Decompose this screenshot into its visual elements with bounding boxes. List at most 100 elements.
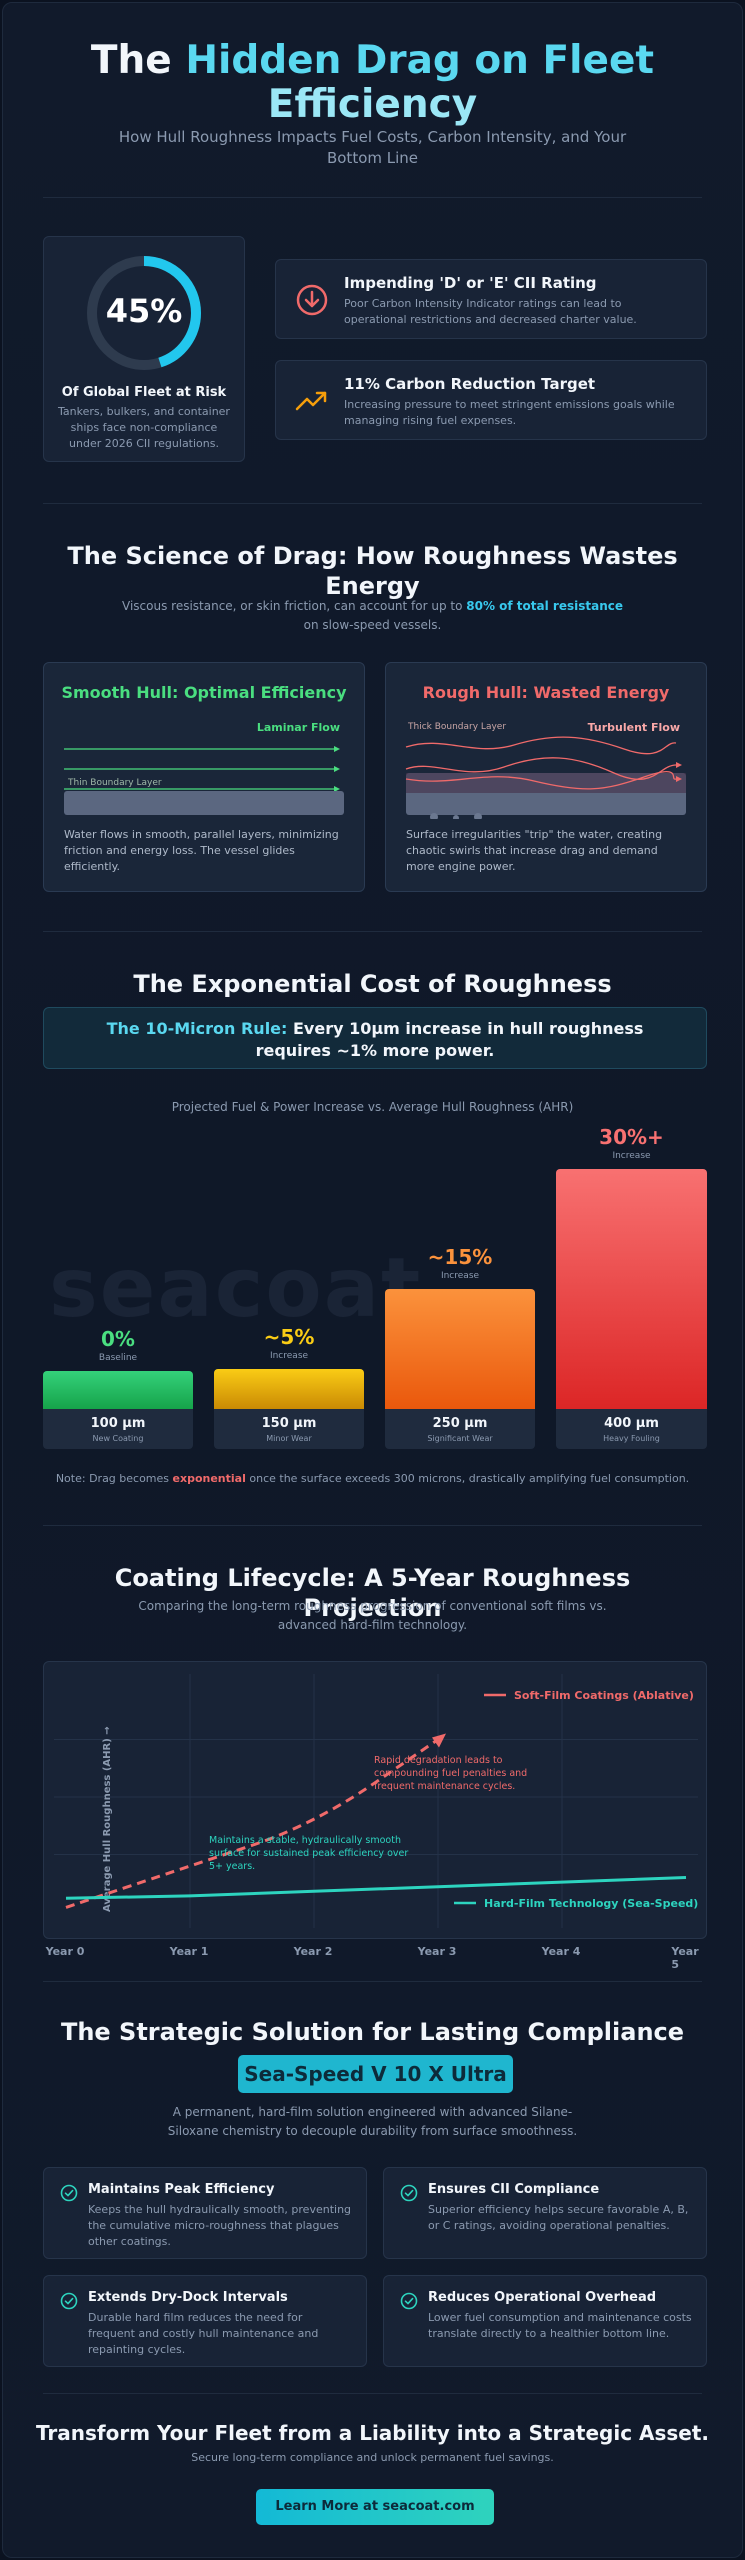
solution-title: The Strategic Solution for Lasting Compl…: [60, 2018, 685, 2046]
trend-up-icon: [295, 391, 327, 411]
roughness-projection-chart: Average Hull Roughness (AHR) → Soft-Film…: [54, 1674, 698, 1928]
bar-category-sublabel: New Coating: [92, 1434, 144, 1443]
x-tick-label: Year 0: [45, 1945, 85, 1958]
bar-value-sublabel: Baseline: [98, 1353, 138, 1363]
divider: [43, 931, 702, 932]
feature-card: Maintains Peak Efficiency Keeps the hull …: [43, 2167, 367, 2259]
legend-hard-film-label: Hard-Film Technology (Sea-Speed): [484, 1897, 698, 1910]
legend-soft-film-label: Soft-Film Coatings (Ablative): [514, 1689, 694, 1702]
note-highlight: exponential: [172, 1472, 246, 1485]
soft-film-series-line: [65, 1738, 439, 1909]
bar-category-foot: 400 μm Heavy Fouling: [556, 1409, 707, 1449]
solution-description: A permanent, hard-film solution engineer…: [167, 2105, 578, 2138]
x-tick-label: Year 1: [169, 1945, 209, 1958]
laminar-flow-diagram: Laminar Flow Thin Boundary Layer: [64, 721, 344, 815]
bar-category-label: 100 μm: [90, 1416, 146, 1431]
bar-value-sublabel: Increase: [612, 1151, 651, 1161]
turbulent-flow-label: Turbulent Flow: [588, 721, 680, 734]
check-circle-icon: [400, 2184, 418, 2202]
lifecycle-title: Coating Lifecycle: A 5-Year Roughness Pr…: [114, 1564, 631, 1622]
feature-title: Reduces Operational Overhead: [428, 2290, 657, 2305]
ring-fill: [87, 256, 201, 370]
bar-category-label: 400 μm: [604, 1416, 659, 1431]
feature-description: Durable hard film reduces the need for f…: [88, 2311, 319, 2356]
feature-card: Extends Dry-Dock Intervals Durable hard f…: [43, 2275, 367, 2367]
progress-ring: [87, 256, 201, 370]
x-axis-ticks: Year 0 Year 1 Year 2 Year 3 Year 4 Year 5: [43, 1945, 707, 1971]
stat-value: 45%: [105, 292, 183, 330]
hero-title-accent2: Efficiency: [267, 82, 478, 127]
divider: [43, 503, 702, 504]
check-circle-icon: [60, 2184, 78, 2202]
laminar-flow-label: Laminar Flow: [257, 721, 340, 734]
lifecycle-subtitle: Comparing the long-term roughness progre…: [138, 1599, 607, 1632]
bar: [556, 1169, 707, 1409]
product-badge: Sea-Speed V 10 X Ultra: [238, 2055, 513, 2093]
bar-value-label: ~15%: [427, 1245, 493, 1269]
stat-card: 45% Of Global Fleet at Risk Tankers, bul…: [43, 236, 245, 462]
feature-title: Maintains Peak Efficiency: [88, 2182, 275, 2197]
science-subtitle-pre: Viscous resistance, or skin friction, ca…: [122, 599, 467, 613]
hard-film-annotation-wrap: Maintains a stable, hydraulically smooth…: [209, 1835, 409, 1872]
note-pre: Note: Drag becomes: [55, 1472, 173, 1485]
hero-subtitle: How Hull Roughness Impacts Fuel Costs, C…: [118, 128, 627, 167]
bar-value-label: ~5%: [263, 1325, 315, 1349]
thin-boundary-label: Thin Boundary Layer: [67, 778, 162, 788]
hero-title-accent: Hidden Drag on Fleet: [185, 38, 655, 83]
arrow-down-circle-icon: [296, 284, 328, 316]
x-tick-label: Year 5: [671, 1945, 699, 1971]
hard-film-annotation: Maintains a stable, hydraulically smooth…: [209, 1835, 409, 1872]
bar-category-foot: 150 μm Minor Wear: [214, 1409, 364, 1449]
feature-title: Ensures CII Compliance: [428, 2182, 600, 2197]
check-circle-icon: [60, 2292, 78, 2310]
stat-label: Of Global Fleet at Risk: [61, 385, 227, 400]
bar: [43, 1371, 193, 1409]
x-tick-label: Year 3: [417, 1945, 457, 1958]
stat-description: Tankers, bulkers, and container ships fa…: [58, 405, 230, 450]
bar-value-label: 30%+: [599, 1125, 664, 1149]
feature-title: Extends Dry-Dock Intervals: [88, 2290, 288, 2305]
alert-card-cii-rating: Impending 'D' or 'E' CII Rating Poor Car…: [275, 259, 707, 339]
rough-hull-description: Surface irregularities "trip" the water,…: [406, 828, 663, 873]
hero-title-part1: The: [90, 38, 186, 83]
bar-chart-title: Projected Fuel & Power Increase vs. Aver…: [171, 1100, 574, 1114]
turbulent-flow-diagram: Turbulent Flow Thick Boundary Layer: [405, 721, 686, 819]
rough-hull-title: Rough Hull: Wasted Energy: [422, 683, 670, 702]
chart-grid: [54, 1674, 698, 1928]
feature-card: Reduces Operational Overhead Lower fuel c…: [383, 2275, 707, 2367]
thick-boundary-label: Thick Boundary Layer: [407, 722, 506, 732]
science-subtitle-post: on slow-speed vessels.: [303, 618, 442, 632]
soft-film-annotation-wrap: Rapid degradation leads to compounding f…: [374, 1755, 528, 1792]
learn-more-button[interactable]: Learn More at seacoat.com: [256, 2489, 494, 2525]
x-tick-label: Year 2: [293, 1945, 333, 1958]
feature-description: Lower fuel consumption and maintenance c…: [428, 2311, 692, 2340]
alert-description: Increasing pressure to meet stringent em…: [344, 398, 675, 427]
divider: [43, 1981, 702, 1982]
bar: [385, 1289, 535, 1409]
y-axis-label: Average Hull Roughness (AHR) →: [102, 1726, 113, 1912]
bar-value-sublabel: Increase: [440, 1271, 480, 1281]
hard-film-series-line: [65, 1876, 687, 1900]
feature-description: Superior efficiency helps secure favorab…: [428, 2203, 689, 2232]
bar: [214, 1369, 364, 1409]
science-title: The Science of Drag: How Roughness Waste…: [67, 542, 678, 600]
divider: [43, 1525, 702, 1526]
rule-text: Every 10μm increase in hull roughness re…: [255, 1019, 644, 1060]
cta-subtitle: Secure long-term compliance and unlock p…: [191, 2451, 554, 2464]
chart-note: Note: Drag becomes exponential once the …: [3, 1472, 742, 1485]
bar-category-foot: 250 μm Significant Wear: [385, 1409, 535, 1449]
bar-category-foot: 100 μm New Coating: [43, 1409, 193, 1449]
divider: [43, 2393, 702, 2394]
check-circle-icon: [400, 2292, 418, 2310]
bar-category-sublabel: Heavy Fouling: [603, 1434, 660, 1443]
bar-value-label: 0%: [101, 1327, 135, 1351]
soft-film-annotation: Rapid degradation leads to compounding f…: [374, 1755, 528, 1792]
feature-description: Keeps the hull hydraulically smooth, pre…: [88, 2203, 352, 2248]
soft-film-arrow-head: [432, 1733, 446, 1748]
ten-micron-rule-box: The 10-Micron Rule: Every 10μm increase …: [43, 1007, 707, 1069]
rough-hull-card: Rough Hull: Wasted Energy Turbulent Flow…: [385, 662, 707, 892]
note-post: once the surface exceeds 300 microns, dr…: [245, 1472, 690, 1485]
x-tick-label: Year 4: [541, 1945, 581, 1958]
science-subtitle-highlight: 80% of total resistance: [466, 599, 623, 613]
